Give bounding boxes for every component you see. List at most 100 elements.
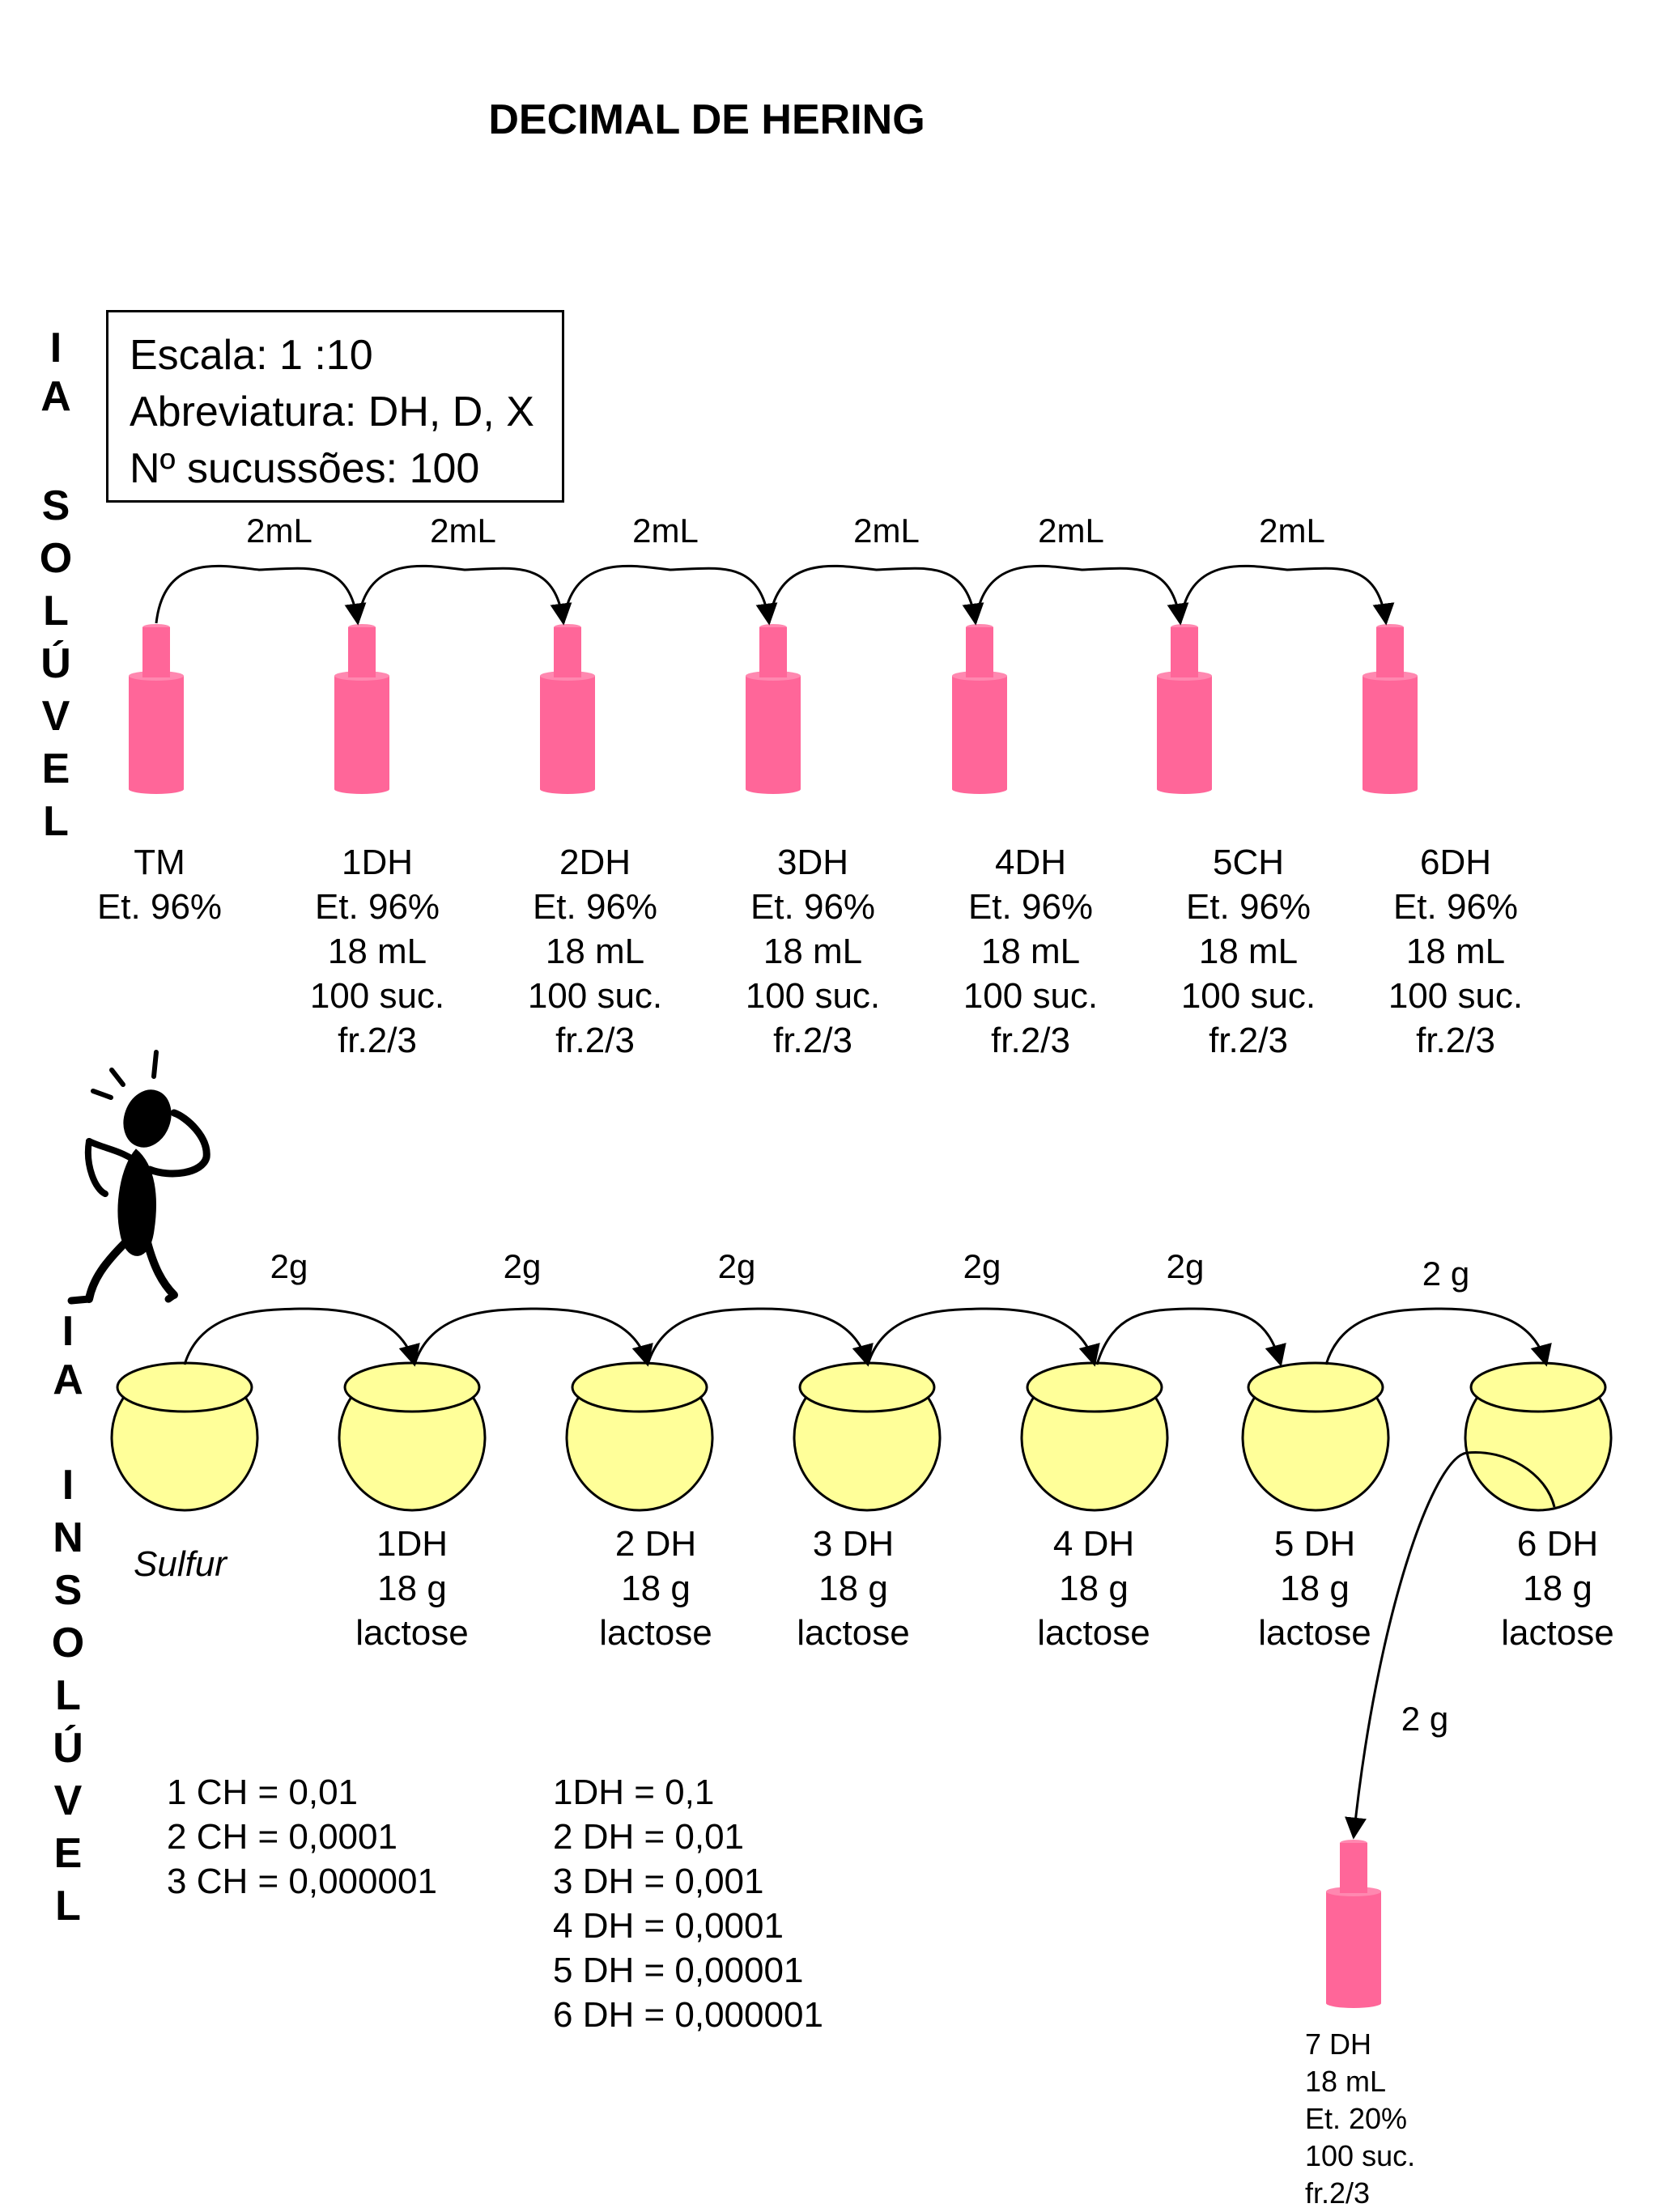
final-vial-label-line: 7 DH <box>1305 2027 1372 2061</box>
vial-label-line: 3DH <box>776 843 849 882</box>
vial-4 <box>952 624 1007 794</box>
transfer-label-ml: 2mL <box>430 512 496 550</box>
mortar-0 <box>110 1361 259 1512</box>
transfer-label-g: 2g <box>503 1247 542 1285</box>
vial-label-line: fr.2/3 <box>1416 1021 1495 1060</box>
transfer-arrow <box>183 1307 420 1367</box>
mortar-label: 6 DH 18 g lactose <box>1469 1522 1647 1655</box>
vial-label: 5CH Et. 96% 18 mL 100 suc. fr.2/3 <box>1151 840 1346 1063</box>
mortar-label-line: 18 g <box>818 1569 888 1608</box>
mortar-label-line: lactose <box>599 1613 712 1653</box>
vial-label-line: Et. 96% <box>750 887 876 927</box>
dh-equivalence-list: 1DH = 0,1 2 DH = 0,01 3 DH = 0,001 4 DH … <box>553 1770 823 2037</box>
mortar-5 <box>1241 1361 1390 1512</box>
side-insoluvel-letter: L <box>55 1672 81 1719</box>
side-insoluvel-letter: S <box>53 1567 83 1614</box>
dh-equivalence-4: 4 DH = 0,0001 <box>553 1906 784 1946</box>
vial-label: 2DH Et. 96% 18 mL 100 suc. fr.2/3 <box>498 840 692 1063</box>
mortar-label-line: 18 g <box>1523 1569 1592 1608</box>
mortar-label: 5 DH 18 g lactose <box>1226 1522 1404 1655</box>
vial-label-line: Et. 96% <box>1185 887 1312 927</box>
vial-label: 1DH Et. 96% 18 mL 100 suc. fr.2/3 <box>280 840 474 1063</box>
side-insoluvel-letter: O <box>51 1620 85 1666</box>
side-soluvel-letter: S <box>41 482 70 529</box>
mortar-label-line: lactose <box>797 1613 910 1653</box>
vial-3 <box>746 624 801 794</box>
mortar-3 <box>793 1361 942 1512</box>
side-insoluvel-letter: V <box>53 1777 83 1824</box>
mortar-label-line: lactose <box>1501 1613 1614 1653</box>
vial-label-line: Et. 96% <box>96 887 223 927</box>
vial-label-line: 100 suc. <box>745 976 881 1016</box>
final-transfer-arrow <box>1345 1450 1556 1840</box>
transfer-arrow <box>1179 564 1395 626</box>
mortar-label-line: 18 g <box>377 1569 447 1608</box>
vial-label-line: 100 suc. <box>1388 976 1524 1016</box>
vial-label: 6DH Et. 96% 18 mL 100 suc. fr.2/3 <box>1358 840 1553 1063</box>
transfer-arrow <box>767 564 984 626</box>
side-soluvel-letter: V <box>41 693 70 740</box>
source-label: Sulfur <box>134 1542 263 1586</box>
transfer-arrow <box>866 1307 1100 1367</box>
vial-label-line: 100 suc. <box>963 976 1099 1016</box>
mortar-label-line: lactose <box>1037 1613 1150 1653</box>
vial-label: TM Et. 96% <box>62 840 257 929</box>
vial-label-line: 6DH <box>1419 843 1492 882</box>
mortar-label-line: 5 DH <box>1273 1524 1356 1564</box>
vial-label-line: Et. 96% <box>1392 887 1519 927</box>
vial-label-line: Et. 96% <box>314 887 440 927</box>
vial-label-line: 18 mL <box>980 932 1081 971</box>
vial-label-line: 4DH <box>994 843 1067 882</box>
mortar-label-line: Sulfur <box>134 1544 227 1584</box>
ch-equivalence-1: 1 CH = 0,01 <box>167 1773 359 1812</box>
transfer-label-ml: 2mL <box>1259 512 1325 550</box>
final-vial <box>1326 1840 1381 2008</box>
vial-label-line: 18 mL <box>1405 932 1506 971</box>
vial-label-line: fr.2/3 <box>555 1021 635 1060</box>
transfer-label-ml: 2mL <box>853 512 920 550</box>
final-vial-label-line: Et. 20% <box>1305 2102 1408 2135</box>
final-vial-label-line: 100 suc. <box>1305 2139 1416 2172</box>
ch-equivalence-list: 1 CH = 0,01 2 CH = 0,0001 3 CH = 0,00000… <box>167 1770 437 1904</box>
mortar-label-line: 18 g <box>1280 1569 1350 1608</box>
vial-label: 4DH Et. 96% 18 mL 100 suc. fr.2/3 <box>933 840 1128 1063</box>
transfer-label-ml: 2mL <box>246 512 312 550</box>
mortar-6 <box>1464 1361 1613 1512</box>
side-insoluvel-letter: L <box>55 1883 81 1930</box>
transfer-label-ml: 2mL <box>1038 512 1104 550</box>
succussions-text: Nº sucussões: 100 <box>130 445 480 492</box>
transfer-arrow <box>562 564 778 626</box>
side-soluvel-letter: A <box>40 373 71 420</box>
vial-label-line: 2DH <box>559 843 631 882</box>
vial-label-line: fr.2/3 <box>991 1021 1070 1060</box>
vial-label-line: 18 mL <box>763 932 863 971</box>
vial-label-line: 18 mL <box>1198 932 1299 971</box>
dh-equivalence-2: 2 DH = 0,01 <box>553 1817 745 1857</box>
transfer-label-g: 2g <box>270 1247 308 1285</box>
transfer-label-g: 2g <box>717 1247 756 1285</box>
vial-5 <box>1157 624 1212 794</box>
vial-6 <box>1363 624 1418 794</box>
dh-equivalence-1: 1DH = 0,1 <box>553 1773 715 1812</box>
vial-label-line: fr.2/3 <box>1209 1021 1288 1060</box>
final-vial-label: 7 DH 18 mL Et. 20% 100 suc. fr.2/3 <box>1305 2026 1415 2212</box>
vial-label-line: 100 suc. <box>527 976 663 1016</box>
side-insoluvel-letter: A <box>53 1356 83 1403</box>
vial-label-line: fr.2/3 <box>338 1021 417 1060</box>
side-insoluvel-letter: Ú <box>53 1725 83 1772</box>
transfer-label-g: 2g <box>1166 1247 1205 1285</box>
side-soluvel-letter: I <box>49 325 62 371</box>
side-insoluvel-letter: E <box>53 1830 83 1877</box>
side-insoluvel-letter: I <box>62 1308 74 1355</box>
transfer-arrow <box>974 564 1189 626</box>
vial-label-line: 100 suc. <box>1180 976 1316 1016</box>
side-soluvel-letter: E <box>41 745 70 792</box>
vial-1 <box>334 624 389 794</box>
transfer-label-ml: 2mL <box>632 512 699 550</box>
mortar-1 <box>338 1361 487 1512</box>
mortar-2 <box>565 1361 714 1512</box>
vial-label: 3DH Et. 96% 18 mL 100 suc. fr.2/3 <box>716 840 910 1063</box>
final-transfer-label: 2 g <box>1401 1700 1449 1738</box>
